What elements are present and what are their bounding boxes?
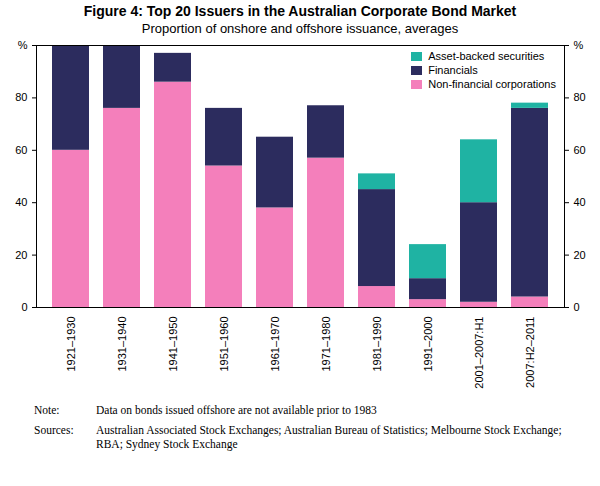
svg-text:%: % xyxy=(18,39,28,51)
svg-text:2007:H2–2011: 2007:H2–2011 xyxy=(524,317,536,388)
svg-text:1941–1950: 1941–1950 xyxy=(167,317,179,372)
svg-text:60: 60 xyxy=(15,144,27,156)
svg-text:80: 80 xyxy=(574,91,586,103)
svg-text:20: 20 xyxy=(15,249,27,261)
svg-text:1971–1980: 1971–1980 xyxy=(320,317,332,372)
svg-text:1961–1970: 1961–1970 xyxy=(269,317,281,372)
svg-text:80: 80 xyxy=(15,91,27,103)
svg-text:%: % xyxy=(574,39,584,51)
svg-text:1921–1930: 1921–1930 xyxy=(65,317,77,372)
html-text:Non-financial corporations: Non-financial corporations xyxy=(428,78,556,90)
svg-text:1951–1960: 1951–1960 xyxy=(218,317,230,372)
svg-text:2001–2007:H1: 2001–2007:H1 xyxy=(473,317,485,389)
html-text:Note:: Note: xyxy=(34,404,60,416)
svg-text:40: 40 xyxy=(574,196,586,208)
svg-text:20: 20 xyxy=(574,249,586,261)
svg-text:1981–1990: 1981–1990 xyxy=(371,317,383,372)
svg-text:40: 40 xyxy=(15,196,27,208)
html-text:Asset-backed securities: Asset-backed securities xyxy=(428,50,545,62)
html-text:Figure 4: Top 20 Issuers in th: Figure 4: Top 20 Issuers in the Australi… xyxy=(83,3,517,19)
svg-text:1931–1940: 1931–1940 xyxy=(116,317,128,372)
html-text:Sources:: Sources: xyxy=(34,424,74,436)
svg-text:60: 60 xyxy=(574,144,586,156)
svg-text:0: 0 xyxy=(574,301,580,313)
html-text:Proportion of onshore and offs: Proportion of onshore and offshore issua… xyxy=(141,21,459,36)
html-text:Financials: Financials xyxy=(428,64,478,76)
svg-text:1991–2000: 1991–2000 xyxy=(422,317,434,372)
html-text:Australian Associated Stock Ex: Australian Associated Stock Exchanges; A… xyxy=(96,424,562,450)
html-text:Data on bonds issued offshore: Data on bonds issued offshore are not av… xyxy=(96,404,377,416)
svg-text:0: 0 xyxy=(21,301,27,313)
